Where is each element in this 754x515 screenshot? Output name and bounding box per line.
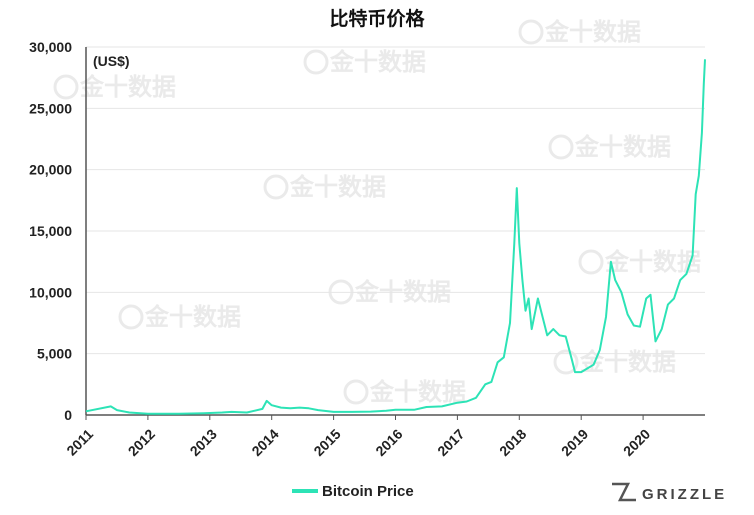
x-tick-label: 2013	[187, 426, 220, 459]
x-tick-label: 2012	[125, 426, 158, 459]
watermark-icon	[343, 379, 369, 405]
legend-label-bitcoin-price: Bitcoin Price	[322, 483, 414, 500]
watermark: 金十数据	[343, 378, 466, 406]
y-tick-label: 30,000	[29, 39, 72, 55]
grizzle-logo: GRIZZLE	[612, 482, 727, 503]
watermark: 金十数据	[118, 303, 241, 331]
watermark: 金十数据	[548, 133, 671, 161]
y-tick-label: 20,000	[29, 162, 72, 178]
watermark: 金十数据	[518, 18, 641, 46]
grizzle-logo-text: GRIZZLE	[642, 486, 727, 503]
grid-lines	[86, 46, 705, 355]
x-tick-labels: 2011 2012 2013 2014 2015 2016 2017 2018 2019 2020	[63, 415, 653, 459]
grizzle-logo-mark	[612, 482, 636, 502]
watermark-text: 金十数据	[329, 48, 426, 76]
y-unit-label: (US$)	[93, 53, 130, 69]
x-tick-label: 2019	[558, 426, 591, 459]
x-tick-label: 2014	[248, 426, 281, 459]
y-tick-label: 10,000	[29, 284, 72, 300]
watermark-text: 金十数据	[544, 18, 641, 46]
y-tick-label: 15,000	[29, 223, 72, 239]
watermark-icon	[518, 19, 544, 45]
watermark-icon	[53, 74, 79, 100]
y-tick-label: 0	[64, 407, 72, 423]
watermark-icon	[263, 174, 289, 200]
watermark: 金十数据	[263, 173, 386, 201]
series-line-bitcoin-price	[85, 59, 706, 415]
series-layer	[85, 59, 706, 415]
y-tick-label: 5,000	[37, 346, 72, 362]
x-tick-label: 2018	[496, 426, 529, 459]
chart-title: 比特币价格	[329, 8, 425, 30]
watermark-icon	[118, 304, 144, 330]
y-tick-label: 25,000	[29, 100, 72, 116]
watermark-text: 金十数据	[579, 348, 676, 376]
watermark-text: 金十数据	[289, 173, 386, 201]
watermark-text: 金十数据	[144, 303, 241, 331]
watermark-text: 金十数据	[79, 73, 176, 101]
watermark-icon	[553, 349, 579, 375]
watermark: 金十数据	[53, 73, 176, 101]
y-tick-labels: 0 5,000 10,000 15,000 20,000 25,000 30,000	[29, 39, 72, 423]
watermark-icon	[303, 49, 329, 75]
watermark: 金十数据	[303, 48, 426, 76]
watermark-text: 金十数据	[604, 248, 701, 276]
watermark-icon	[548, 134, 574, 160]
watermark-text: 金十数据	[574, 133, 671, 161]
watermark-icon	[578, 249, 604, 275]
legend: Bitcoin Price	[292, 483, 414, 500]
x-tick-label: 2015	[310, 426, 343, 459]
x-tick-label: 2016	[372, 426, 405, 459]
x-tick-label: 2011	[63, 426, 96, 459]
x-tick-label: 2020	[620, 426, 653, 459]
watermark: 金十数据	[578, 248, 701, 276]
x-tick-label: 2017	[434, 426, 467, 459]
watermark-text: 金十数据	[369, 378, 466, 406]
